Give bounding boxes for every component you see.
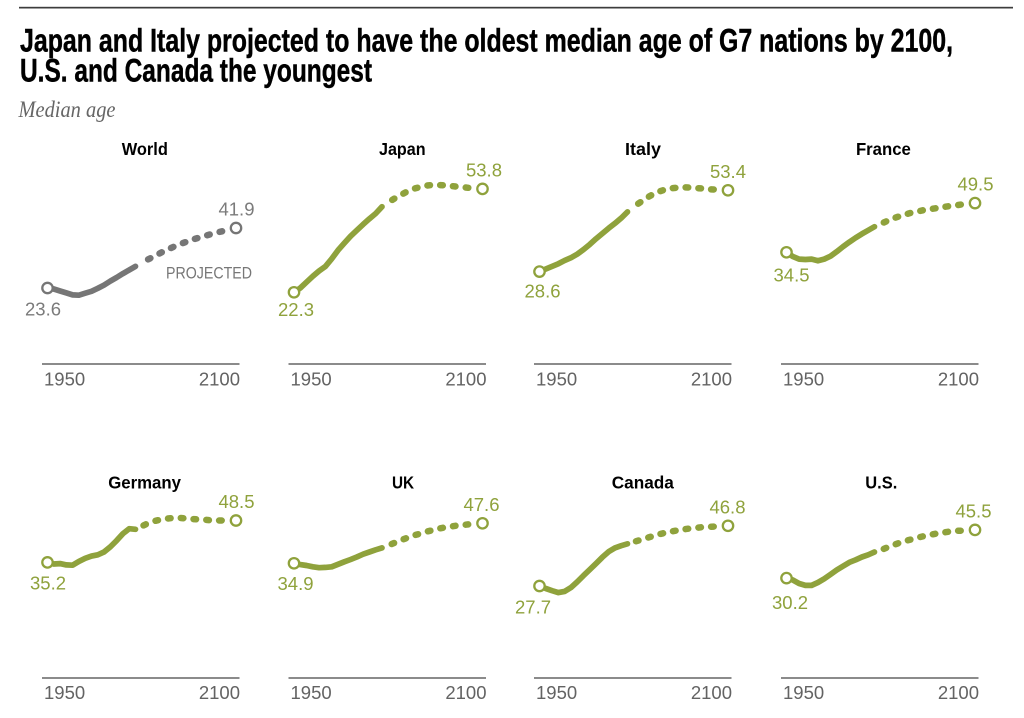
svg-text:2100: 2100: [199, 682, 240, 703]
svg-text:France: France: [856, 139, 911, 159]
svg-text:1950: 1950: [291, 368, 332, 389]
svg-text:1950: 1950: [291, 682, 332, 703]
svg-text:UK: UK: [392, 473, 414, 493]
svg-text:2100: 2100: [938, 368, 979, 389]
svg-text:1950: 1950: [536, 368, 577, 389]
svg-text:27.7: 27.7: [515, 596, 551, 617]
svg-text:2100: 2100: [445, 682, 486, 703]
svg-text:2100: 2100: [691, 682, 732, 703]
svg-text:Italy: Italy: [625, 139, 661, 159]
svg-text:30.2: 30.2: [772, 592, 808, 613]
svg-text:World: World: [122, 139, 168, 159]
svg-text:U.S.: U.S.: [865, 473, 897, 493]
svg-text:2100: 2100: [938, 682, 979, 703]
svg-text:1950: 1950: [783, 368, 824, 389]
svg-text:Japan and Italy projected to h: Japan and Italy projected to have the ol…: [20, 23, 953, 59]
svg-text:U.S. and Canada the youngest: U.S. and Canada the youngest: [20, 53, 372, 89]
svg-text:34.9: 34.9: [278, 573, 314, 594]
svg-text:45.5: 45.5: [955, 500, 991, 521]
svg-text:1950: 1950: [44, 368, 85, 389]
svg-text:Canada: Canada: [612, 473, 674, 493]
svg-text:1950: 1950: [783, 682, 824, 703]
svg-text:53.4: 53.4: [710, 161, 746, 182]
svg-text:48.5: 48.5: [218, 491, 254, 512]
svg-text:28.6: 28.6: [525, 280, 561, 301]
svg-text:Japan: Japan: [379, 139, 426, 159]
svg-text:49.5: 49.5: [957, 174, 993, 195]
svg-text:41.9: 41.9: [218, 199, 254, 220]
svg-text:23.6: 23.6: [25, 299, 61, 320]
svg-text:22.3: 22.3: [278, 299, 314, 320]
svg-text:1950: 1950: [44, 682, 85, 703]
svg-text:Median age: Median age: [18, 97, 116, 123]
svg-text:35.2: 35.2: [30, 573, 66, 594]
svg-text:PROJECTED: PROJECTED: [166, 265, 252, 283]
svg-text:46.8: 46.8: [709, 496, 745, 517]
svg-text:47.6: 47.6: [463, 494, 499, 515]
svg-text:2100: 2100: [691, 368, 732, 389]
svg-text:34.5: 34.5: [774, 264, 810, 285]
svg-text:2100: 2100: [445, 368, 486, 389]
svg-text:2100: 2100: [199, 368, 240, 389]
svg-text:Germany: Germany: [108, 473, 181, 493]
svg-text:53.8: 53.8: [466, 159, 502, 180]
svg-text:1950: 1950: [536, 682, 577, 703]
